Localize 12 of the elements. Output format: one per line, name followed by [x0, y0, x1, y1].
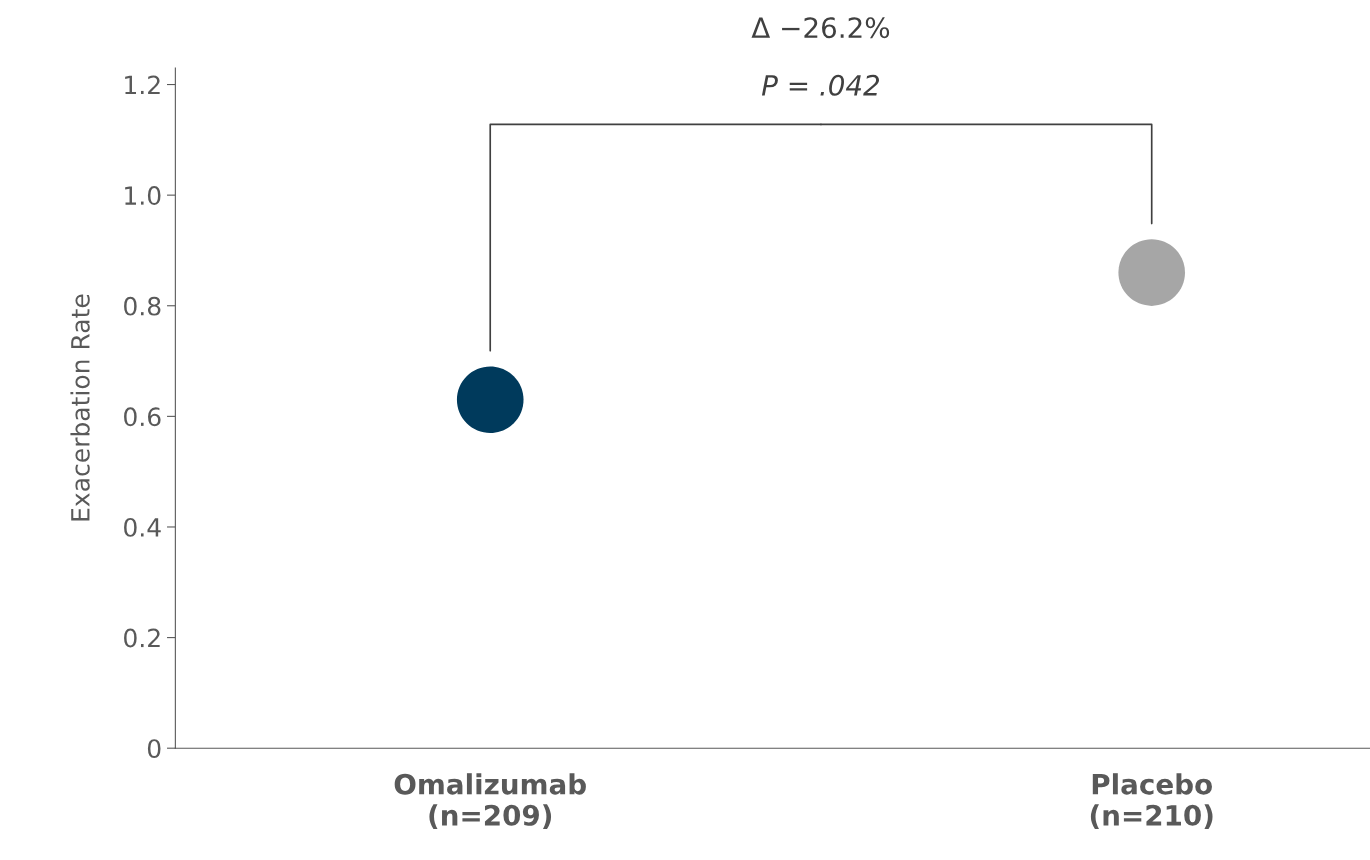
- y-tick-label: 0.2: [124, 628, 160, 648]
- y-tick-label: 0.8: [124, 296, 161, 316]
- y-tick-label: 0.6: [124, 407, 161, 427]
- y-tick-label: 1.2: [125, 75, 160, 95]
- annotation: P = .042: [761, 74, 880, 96]
- y-axis-title: Exacerbation Rate: [70, 294, 90, 521]
- y-tick-label: 0.4: [124, 517, 161, 537]
- x-tick-label: Placebo (n=210): [1090, 773, 1213, 830]
- text: Δ −26.2%: [751, 17, 890, 39]
- x-tick-label: Omalizumab (n=209): [394, 773, 586, 830]
- y-tick-label: 1.0: [125, 186, 161, 205]
- y-tick-label: 0: [147, 739, 161, 759]
